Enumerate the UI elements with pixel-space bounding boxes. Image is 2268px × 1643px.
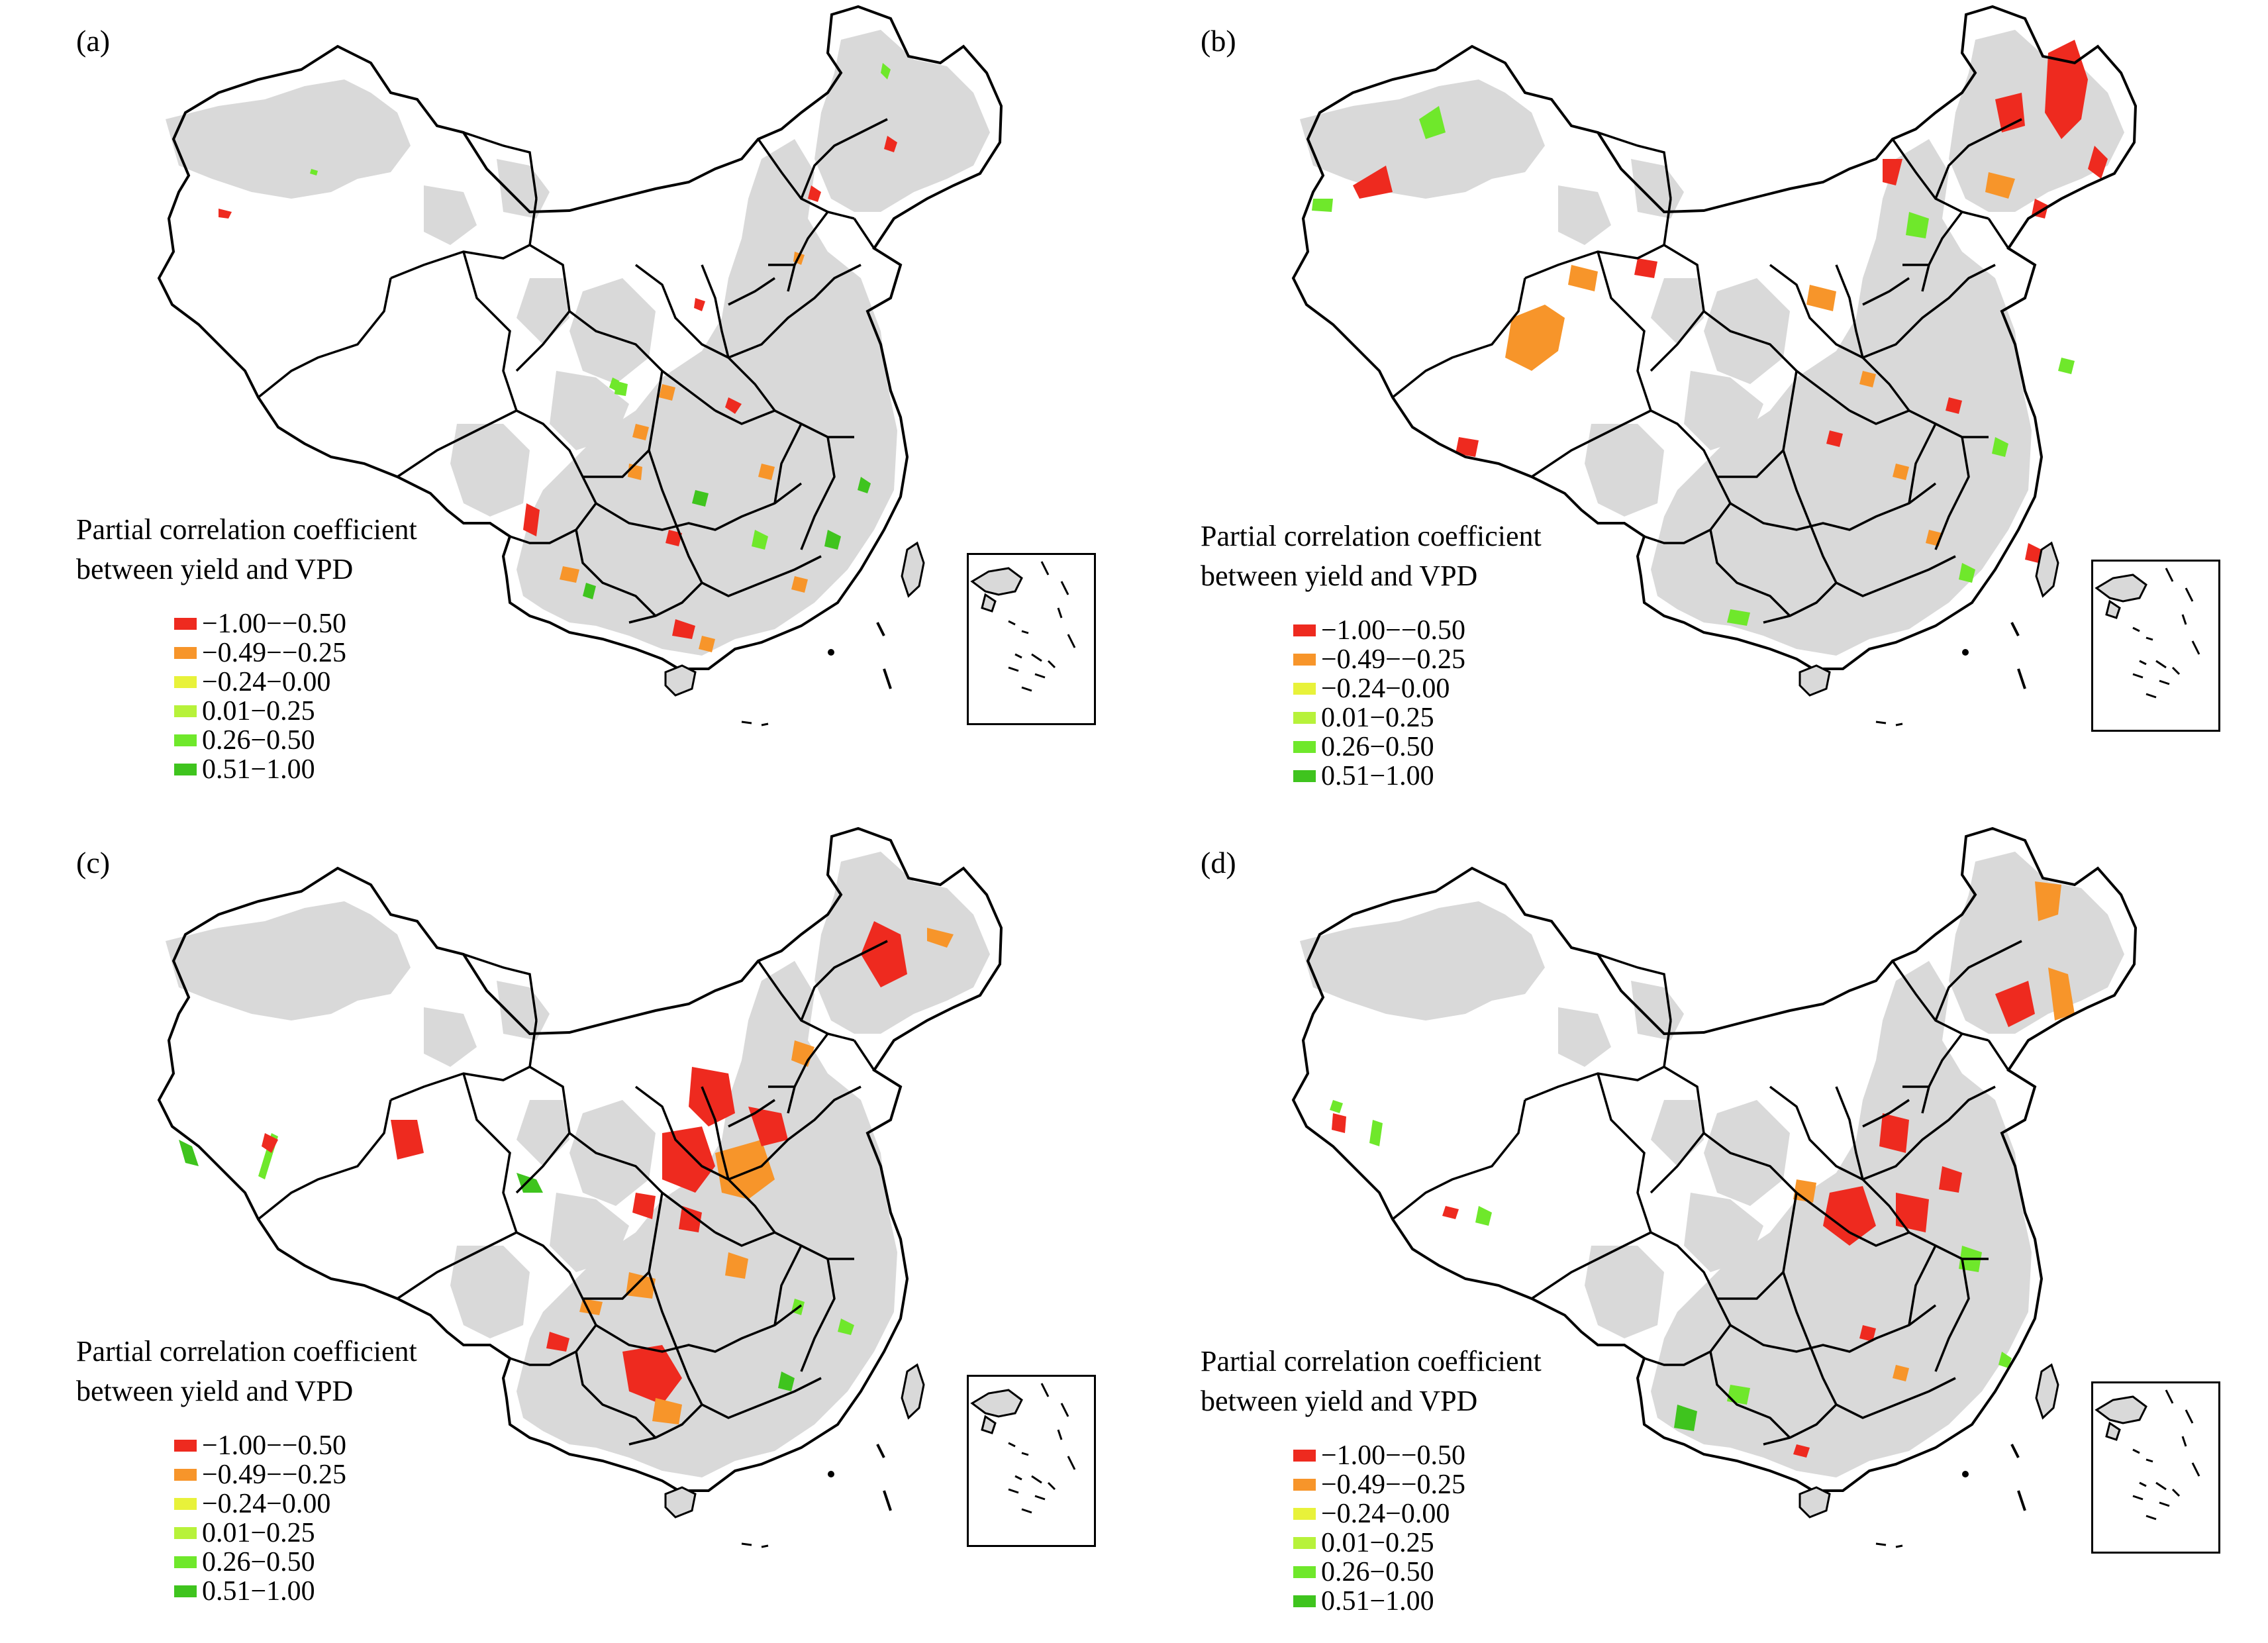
panel-c: (c): [0, 822, 1134, 1643]
legend-item: 0.26−0.50: [174, 1547, 417, 1577]
legend-item: −1.00−−0.50: [174, 1430, 417, 1461]
legend: Partial correlation coefficient between …: [1201, 1342, 1542, 1617]
legend: Partial correlation coefficient between …: [76, 510, 417, 785]
legend-item: 0.01−0.25: [1293, 703, 1542, 733]
china-map: [1292, 5, 2137, 726]
legend-item: −0.24−0.00: [174, 667, 417, 697]
legend: Partial correlation coefficient between …: [1201, 517, 1542, 791]
correlation-patches: [179, 921, 954, 1424]
south-china-sea-inset: [967, 553, 1096, 725]
legend-item: 0.01−0.25: [174, 1518, 417, 1548]
china-map: [158, 827, 1003, 1548]
legend-item: −1.00−−0.50: [1293, 615, 1542, 646]
legend-item: −1.00−−0.50: [1293, 1440, 1542, 1471]
panel-a: (a): [0, 0, 1134, 821]
china-map: [158, 5, 1003, 726]
panel-label: (a): [76, 24, 111, 58]
panel-d: (d) Partial: [1134, 822, 2268, 1643]
legend-item: 0.51−1.00: [174, 1576, 417, 1607]
panel-label: (d): [1201, 846, 1236, 879]
legend-item: 0.51−1.00: [1293, 761, 1542, 791]
legend-item: 0.01−0.25: [1293, 1528, 1542, 1558]
legend-item: −1.00−−0.50: [174, 609, 417, 639]
legend-title: between yield and VPD: [76, 1375, 354, 1407]
legend-item: −0.24−0.00: [1293, 673, 1542, 704]
legend-item: −0.49−−0.25: [174, 638, 417, 668]
legend-item: −0.24−0.00: [1293, 1499, 1542, 1529]
legend: Partial correlation coefficient between …: [76, 1332, 417, 1607]
legend-title: Partial correlation coefficient: [1201, 1345, 1542, 1377]
legend-title: Partial correlation coefficient: [1201, 520, 1542, 552]
correlation-patches: [1330, 881, 2075, 1458]
legend-item: 0.26−0.50: [1293, 732, 1542, 762]
correlation-patches: [1312, 40, 2108, 626]
legend-item: −0.49−−0.25: [1293, 644, 1542, 675]
panel-label: (c): [76, 846, 111, 879]
legend-item: −0.24−0.00: [174, 1489, 417, 1519]
south-china-sea-inset: [2091, 1381, 2220, 1554]
south-china-sea-inset: [2091, 560, 2220, 732]
legend-item: −0.49−−0.25: [1293, 1469, 1542, 1500]
legend-item: −0.49−−0.25: [174, 1460, 417, 1490]
correlation-patches: [219, 63, 897, 652]
legend-item: 0.26−0.50: [1293, 1557, 1542, 1587]
legend-item: 0.01−0.25: [174, 696, 417, 726]
panel-b: (b): [1134, 0, 2268, 821]
panel-label: (b): [1201, 24, 1236, 58]
legend-title: between yield and VPD: [1201, 560, 1478, 592]
legend-title: Partial correlation coefficient: [76, 1335, 417, 1368]
legend-item: 0.51−1.00: [174, 754, 417, 785]
china-map: [1292, 827, 2137, 1548]
legend-title: Partial correlation coefficient: [76, 513, 417, 546]
legend-title: between yield and VPD: [1201, 1385, 1478, 1417]
legend-item: 0.51−1.00: [1293, 1586, 1542, 1617]
legend-title: between yield and VPD: [76, 553, 354, 585]
south-china-sea-inset: [967, 1375, 1096, 1547]
legend-item: 0.26−0.50: [174, 725, 417, 756]
